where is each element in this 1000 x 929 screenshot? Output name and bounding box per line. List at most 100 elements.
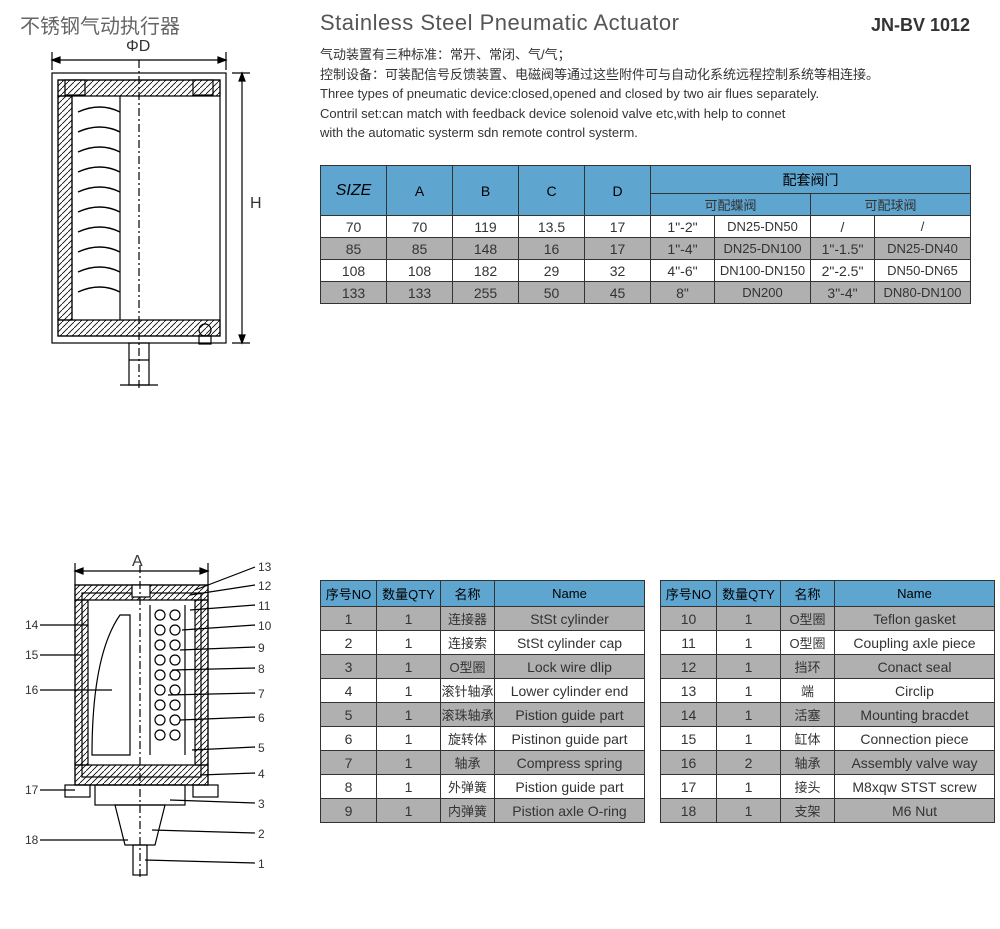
table-cell: 119 [453,216,519,238]
table-cell: Lock wire dlip [495,655,645,679]
table-row: 141活塞Mounting bracdet [661,703,995,727]
table-cell: Assembly valve way [835,751,995,775]
table-cell: 1 [377,727,441,751]
table-cell: Lower cylinder end [495,679,645,703]
table-row: 41滚针轴承Lower cylinder end [321,679,645,703]
dim-label-h: H [250,195,262,213]
table-cell: 1"-2" [651,216,715,238]
table-cell: 1 [717,727,781,751]
model-number: JN-BV 1012 [871,15,970,36]
size-table: SIZE A B C D 配套阀门 可配蝶阀 可配球阀 707011913.51… [320,165,971,304]
table-cell: 255 [453,282,519,304]
table-cell: 内弹簧 [441,799,495,823]
table-row: 31O型圈Lock wire dlip [321,655,645,679]
parts1-body: 11连接器StSt cylinder21连接索StSt cylinder cap… [321,607,645,823]
table-cell: 1 [717,799,781,823]
table-cell: 1 [377,775,441,799]
table-cell: 1 [377,631,441,655]
table-cell: 85 [321,238,387,260]
callout-16: 16 [25,683,38,697]
english-title: Stainless Steel Pneumatic Actuator [320,10,679,36]
th-namecn: 名称 [781,581,835,607]
table-row: 61旋转体Pistinon guide part [321,727,645,751]
th-nameen: Name [495,581,645,607]
table-cell: Conact seal [835,655,995,679]
th-qty: 数量QTY [377,581,441,607]
table-cell: 4 [321,679,377,703]
table-cell: 1 [717,655,781,679]
table-cell: 1 [377,655,441,679]
table-cell: 108 [321,260,387,282]
callout-2: 2 [258,827,265,841]
table-cell: 17 [661,775,717,799]
table-cell: Coupling axle piece [835,631,995,655]
table-cell: 1 [717,775,781,799]
table-row: 707011913.5171"-2"DN25-DN50// [321,216,971,238]
table-cell: 2 [321,631,377,655]
th-valveset: 配套阀门 [651,166,971,194]
table-cell: O型圈 [781,631,835,655]
table-cell: 16 [661,751,717,775]
table-cell: DN200 [715,282,811,304]
callout-8: 8 [258,662,265,676]
table-cell: 182 [453,260,519,282]
table-cell: Teflon gasket [835,607,995,631]
callout-12: 12 [258,579,271,593]
th-namecn: 名称 [441,581,495,607]
table-cell: 14 [661,703,717,727]
table-cell: 1 [717,703,781,727]
parts-table-2: 序号NO 数量QTY 名称 Name 101O型圈Teflon gasket11… [660,580,995,823]
table-cell: 8" [651,282,715,304]
table-cell: / [875,216,971,238]
table-cell: 29 [519,260,585,282]
callout-3: 3 [258,797,265,811]
th-no: 序号NO [321,581,377,607]
th-size: SIZE [321,166,387,216]
table-cell: Mounting bracdet [835,703,995,727]
table-row: 81外弹簧Pistion guide part [321,775,645,799]
desc-line: 控制设备：可装配信号反馈装置、电磁阀等通过这些附件可与自动化系统远程控制系统等相… [320,65,980,85]
table-cell: DN50-DN65 [875,260,971,282]
th-ball: 可配球阀 [811,194,971,216]
table-cell: Pistion axle O-ring [495,799,645,823]
table-cell: 连接索 [441,631,495,655]
table-cell: 轴承 [441,751,495,775]
table-cell: Circlip [835,679,995,703]
table-cell: 1 [377,607,441,631]
table-cell: 10 [661,607,717,631]
table-cell: M8xqw STST screw [835,775,995,799]
table-row: 151缸体Connection piece [661,727,995,751]
callout-15: 15 [25,648,38,662]
table-cell: 支架 [781,799,835,823]
table-cell: 轴承 [781,751,835,775]
table-cell: 12 [661,655,717,679]
table-cell: StSt cylinder [495,607,645,631]
table-row: 71轴承Compress spring [321,751,645,775]
table-cell: 16 [519,238,585,260]
table-row: 171接头M8xqw STST screw [661,775,995,799]
table-cell: Pistion guide part [495,775,645,799]
table-cell: O型圈 [781,607,835,631]
table-cell: 15 [661,727,717,751]
th-no: 序号NO [661,581,717,607]
table-cell: 148 [453,238,519,260]
callout-17: 17 [25,783,38,797]
table-cell: 1 [321,607,377,631]
table-row: 101O型圈Teflon gasket [661,607,995,631]
table-cell: 70 [387,216,453,238]
table-row: 11连接器StSt cylinder [321,607,645,631]
description: 气动装置有三种标准：常开、常闭、气/气； 控制设备：可装配信号反馈装置、电磁阀等… [320,45,980,143]
table-cell: DN25-DN100 [715,238,811,260]
table-cell: 1 [377,703,441,727]
table-row: 121挡环Conact seal [661,655,995,679]
technical-diagram-2: A 13 12 11 10 9 8 7 6 5 4 3 2 1 14 15 16… [20,555,280,885]
table-row: 10810818229324"-6"DN100-DN1502"-2.5"DN50… [321,260,971,282]
table-cell: 接头 [781,775,835,799]
table-row: 21连接索StSt cylinder cap [321,631,645,655]
table-cell: 滚珠轴承 [441,703,495,727]
table-cell: 133 [387,282,453,304]
table-cell: 连接器 [441,607,495,631]
table-cell: 50 [519,282,585,304]
callout-1: 1 [258,857,265,871]
table-row: 131端Circlip [661,679,995,703]
